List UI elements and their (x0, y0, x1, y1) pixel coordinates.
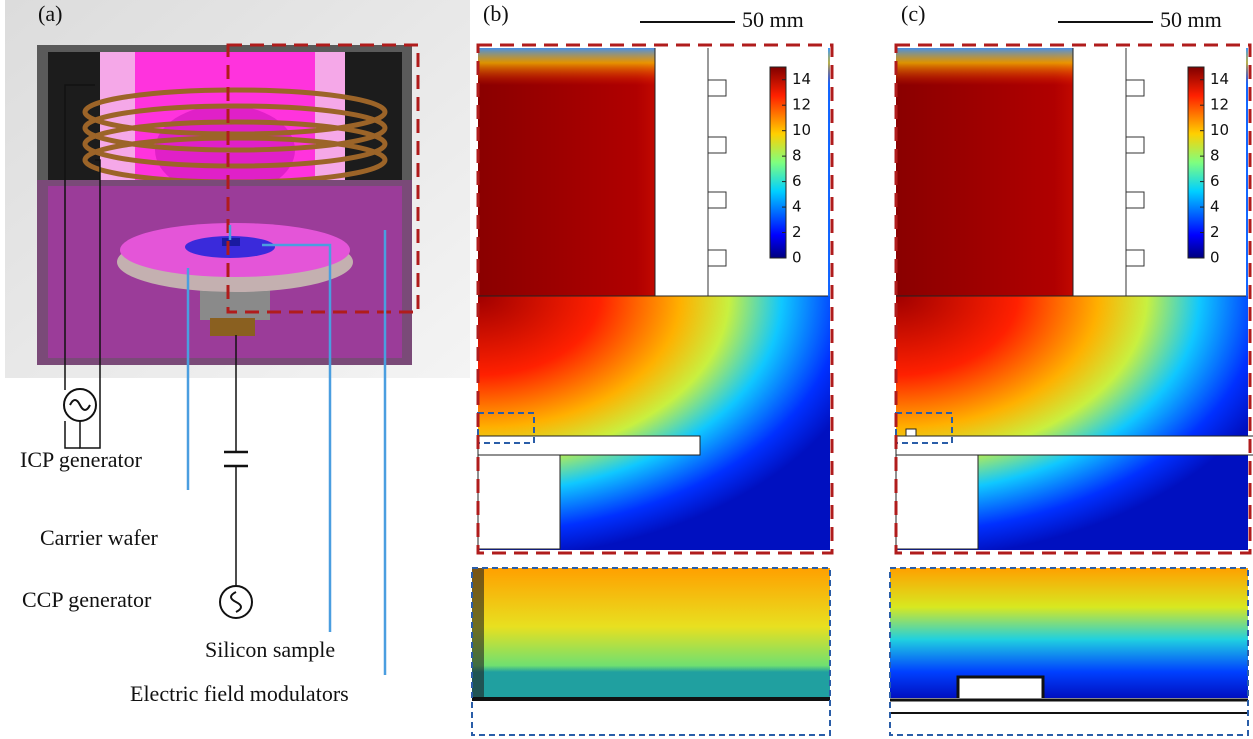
colorbar-tick-label: 14 (1210, 70, 1229, 88)
panel-label: (a) (38, 1, 62, 26)
scale-bar-label: 50 mm (742, 7, 804, 32)
panel-label: (c) (901, 1, 925, 26)
annotation: Carrier wafer (40, 525, 159, 550)
annotation: ICP generator (20, 447, 143, 472)
colorbar-tick-label: 10 (1210, 121, 1229, 139)
colorbar-tick-label: 10 (792, 121, 811, 139)
sample (906, 429, 916, 436)
colorbar-tick-label: 2 (792, 223, 802, 241)
annotation: CCP generator (22, 587, 152, 612)
pedestal-base (210, 318, 255, 336)
annotation: Electric field modulators (130, 681, 349, 706)
colorbar-tick-label: 8 (792, 147, 802, 165)
colorbar-tick-label: 6 (1210, 172, 1220, 190)
colorbar-tick-label: 4 (1210, 198, 1220, 216)
colorbar (770, 67, 786, 258)
zoom-field (890, 568, 1248, 698)
panel-a: (a) ICP generator Carrier wafer CCP gene… (5, 0, 470, 706)
panel-label: (b) (483, 1, 509, 26)
colorbar-tick-label: 6 (792, 172, 802, 190)
wafer (896, 436, 1253, 455)
colorbar-tick-label: 12 (792, 96, 811, 114)
annotation: Silicon sample (205, 637, 335, 662)
colorbar-tick-label: 0 (792, 249, 802, 267)
zoom-wafer (472, 700, 830, 735)
colorbar (1188, 67, 1204, 258)
colorbar-tick-label: 0 (1210, 249, 1220, 267)
zoom-field (472, 568, 830, 698)
colorbar-tick-label: 2 (1210, 223, 1220, 241)
wafer (478, 436, 700, 455)
scale-bar-label: 50 mm (1160, 7, 1222, 32)
zoom-wafer (890, 698, 1248, 735)
colorbar-tick-label: 12 (1210, 96, 1229, 114)
support (896, 455, 978, 549)
colorbar-tick-label: 4 (792, 198, 802, 216)
colorbar-tick-label: 8 (1210, 147, 1220, 165)
support (478, 455, 560, 549)
field-panels: (b) 50 mm 0 2 4 6 8 10 12 14 (c) 50 mm 0 2 4 6 8 10 12 14 (472, 1, 1253, 735)
colorbar-tick-label: 14 (792, 70, 811, 88)
figure: (a) ICP generator Carrier wafer CCP gene… (0, 0, 1253, 739)
